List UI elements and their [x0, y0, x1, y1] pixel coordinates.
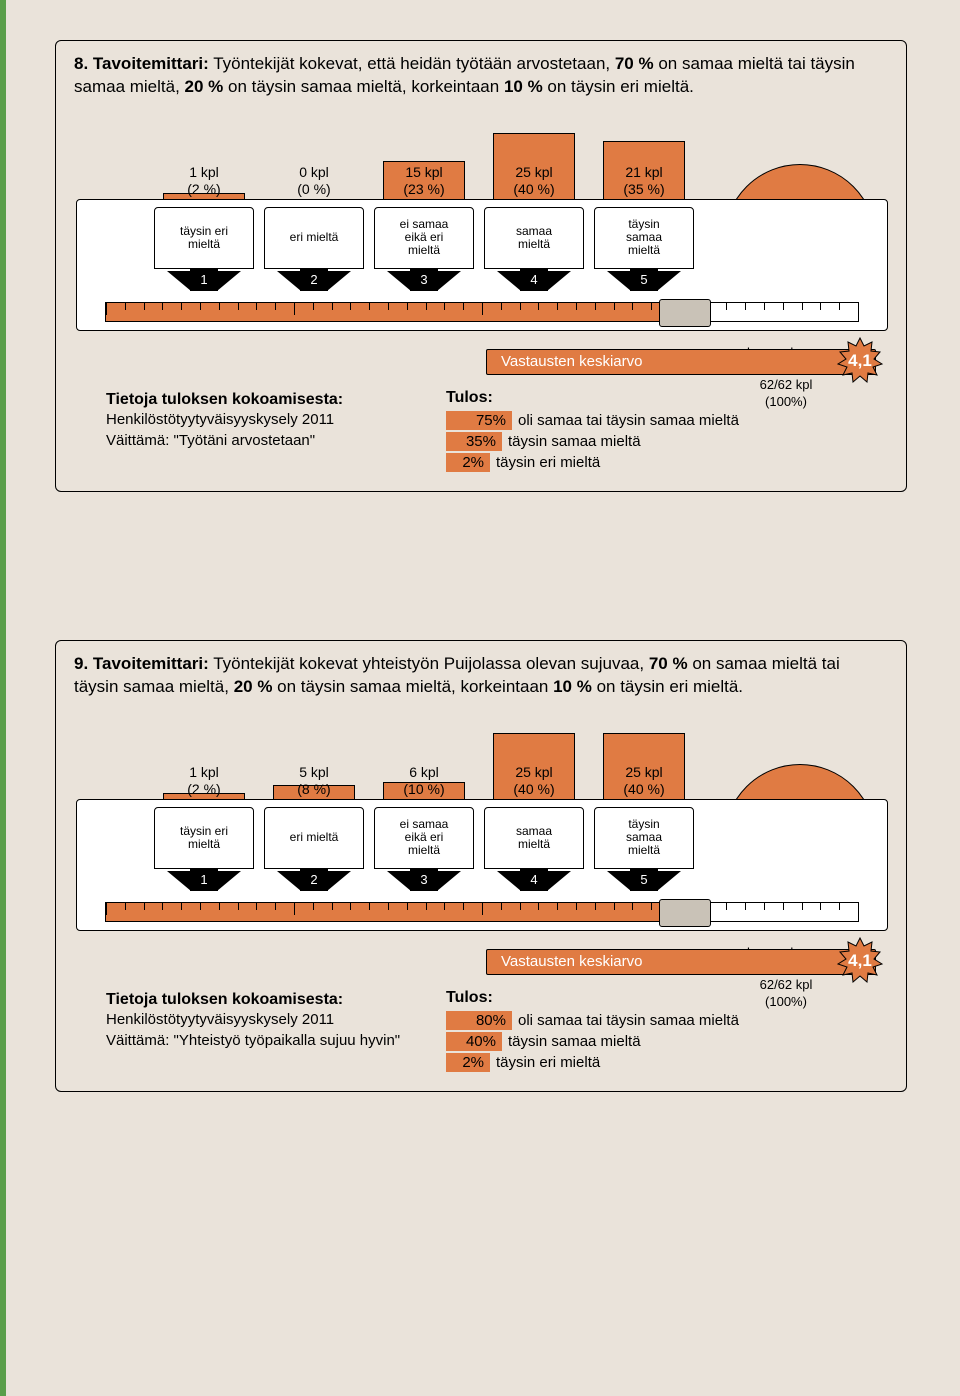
info-survey: Henkilöstötyytyväisyyskysely 2011 — [106, 410, 343, 430]
info-block: Tietoja tuloksen kokoamisesta: Henkilöst… — [106, 989, 400, 1051]
scale-label: samaamieltä — [484, 207, 584, 269]
scale-label: täysin erimieltä — [154, 807, 254, 869]
panel-header: 8. Tavoitemittari: Työntekijät kokevat, … — [56, 41, 906, 109]
scale-hopper: samaamieltä 4 — [484, 807, 584, 869]
result-row: 75% oli samaa tai täysin samaa mieltä — [446, 411, 739, 430]
green-edge — [0, 0, 6, 1396]
result-text: täysin samaa mieltä — [508, 1033, 641, 1050]
result-row: 80% oli samaa tai täysin samaa mieltä — [446, 1011, 739, 1030]
metric-title: 9. Tavoitemittari: — [74, 654, 209, 673]
ruler — [105, 302, 859, 322]
scale-hopper: täysin erimieltä 1 — [154, 807, 254, 869]
result-row: 35% täysin samaa mieltä — [446, 432, 739, 451]
scale-hopper: eri mieltä 2 — [264, 207, 364, 269]
scale-label: täysin erimieltä — [154, 207, 254, 269]
metric-title: 8. Tavoitemittari: — [74, 54, 209, 73]
result-header: Tulos: — [446, 389, 739, 407]
ruler-thumb — [659, 299, 711, 327]
result-pct: 80% — [446, 1011, 512, 1030]
panel-header: 9. Tavoitemittari: Työntekijät kokevat y… — [56, 641, 906, 709]
info-block: Tietoja tuloksen kokoamisesta: Henkilöst… — [106, 389, 343, 451]
result-row: 40% täysin samaa mieltä — [446, 1032, 739, 1051]
result-block: Tulos: 75% oli samaa tai täysin samaa mi… — [446, 389, 739, 474]
ruler — [105, 902, 859, 922]
scale-hopper: täysinsamaamieltä 5 — [594, 207, 694, 269]
result-pct: 35% — [446, 432, 502, 451]
ruler-thumb — [659, 899, 711, 927]
result-text: täysin eri mieltä — [496, 454, 600, 471]
average-bar: Vastausten keskiarvo — [486, 349, 876, 375]
scale-number: 3 — [410, 869, 438, 891]
info-statement: Väittämä: "Yhteistyö työpaikalla sujuu h… — [106, 1031, 400, 1051]
info-survey: Henkilöstötyytyväisyyskysely 2011 — [106, 1010, 400, 1030]
gauge-area: kysymykseenvastanneet:62/62 kpl(100%) 1 … — [56, 709, 906, 1079]
scale-hopper: ei samaaeikä erimieltä 3 — [374, 207, 474, 269]
result-text: täysin eri mieltä — [496, 1054, 600, 1071]
scale-hopper: samaamieltä 4 — [484, 207, 584, 269]
scale-label: ei samaaeikä erimieltä — [374, 807, 474, 869]
survey-panel: 8. Tavoitemittari: Työntekijät kokevat, … — [55, 40, 907, 492]
ruler-ticks — [106, 303, 858, 321]
page: 8. Tavoitemittari: Työntekijät kokevat, … — [0, 0, 960, 1396]
result-pct: 2% — [446, 1053, 490, 1072]
scale-number: 5 — [630, 869, 658, 891]
scale-number: 3 — [410, 269, 438, 291]
scale-hopper: ei samaaeikä erimieltä 3 — [374, 807, 474, 869]
info-header: Tietoja tuloksen kokoamisesta: — [106, 389, 343, 411]
average-bar: Vastausten keskiarvo — [486, 949, 876, 975]
info-statement: Väittämä: "Työtäni arvostetaan" — [106, 431, 343, 451]
result-pct: 2% — [446, 453, 490, 472]
result-block: Tulos: 80% oli samaa tai täysin samaa mi… — [446, 989, 739, 1074]
average-badge: 4,1 — [836, 337, 884, 385]
result-pct: 40% — [446, 1032, 502, 1051]
result-text: oli samaa tai täysin samaa mieltä — [518, 412, 739, 429]
result-row: 2% täysin eri mieltä — [446, 453, 739, 472]
scale-number: 4 — [520, 269, 548, 291]
scale-hopper: täysin erimieltä 1 — [154, 207, 254, 269]
ruler-ticks — [106, 903, 858, 921]
scale-number: 2 — [300, 269, 328, 291]
scale-label: eri mieltä — [264, 207, 364, 269]
info-header: Tietoja tuloksen kokoamisesta: — [106, 989, 400, 1011]
scale-number: 1 — [190, 869, 218, 891]
result-row: 2% täysin eri mieltä — [446, 1053, 739, 1072]
scale-number: 5 — [630, 269, 658, 291]
scale-number: 2 — [300, 869, 328, 891]
gauge-area: kysymykseenvastanneet:62/62 kpl(100%) 1 … — [56, 109, 906, 479]
average-badge: 4,1 — [836, 937, 884, 985]
scale-hopper: eri mieltä 2 — [264, 807, 364, 869]
survey-panel: 9. Tavoitemittari: Työntekijät kokevat y… — [55, 640, 907, 1092]
result-text: oli samaa tai täysin samaa mieltä — [518, 1012, 739, 1029]
scale-number: 1 — [190, 269, 218, 291]
scale-label: täysinsamaamieltä — [594, 207, 694, 269]
scale-label: eri mieltä — [264, 807, 364, 869]
scale-label: täysinsamaamieltä — [594, 807, 694, 869]
scale-hopper: täysinsamaamieltä 5 — [594, 807, 694, 869]
result-text: täysin samaa mieltä — [508, 433, 641, 450]
average-value: 4,1 — [848, 351, 872, 371]
result-pct: 75% — [446, 411, 512, 430]
scale-label: samaamieltä — [484, 807, 584, 869]
result-header: Tulos: — [446, 989, 739, 1007]
average-value: 4,1 — [848, 951, 872, 971]
scale-number: 4 — [520, 869, 548, 891]
scale-label: ei samaaeikä erimieltä — [374, 207, 474, 269]
